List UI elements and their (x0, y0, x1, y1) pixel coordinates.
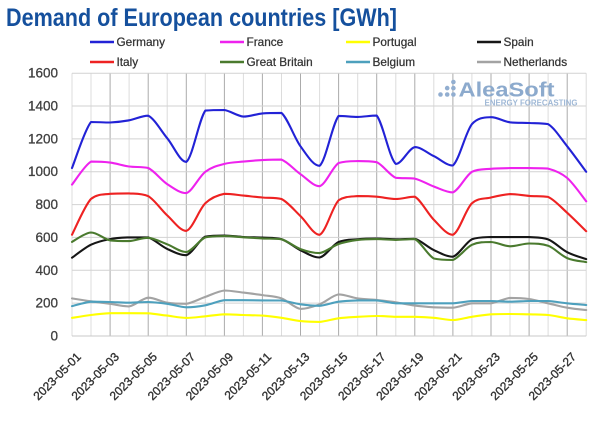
svg-text:200: 200 (35, 296, 58, 311)
svg-text:Italy: Italy (117, 55, 139, 69)
svg-text:800: 800 (35, 197, 58, 212)
svg-text:Portugal: Portugal (373, 35, 417, 49)
svg-text:0: 0 (50, 329, 58, 344)
svg-text:Germany: Germany (117, 35, 166, 49)
svg-text:1200: 1200 (28, 131, 58, 146)
svg-text:Demand of European countries [: Demand of European countries [GWh] (6, 4, 397, 32)
svg-text:France: France (247, 35, 284, 49)
svg-text:Spain: Spain (504, 35, 534, 49)
svg-text:ENERGY FORECASTING: ENERGY FORECASTING (485, 97, 578, 107)
svg-text:600: 600 (35, 230, 58, 245)
svg-text:Great Britain: Great Britain (247, 55, 313, 69)
svg-text:1400: 1400 (28, 99, 58, 114)
svg-text:400: 400 (35, 263, 58, 278)
svg-text:AleaSoft: AleaSoft (459, 80, 555, 102)
svg-text:Belgium: Belgium (373, 55, 416, 69)
svg-text:1600: 1600 (28, 66, 58, 81)
svg-text:1000: 1000 (28, 164, 58, 179)
svg-text:Netherlands: Netherlands (504, 55, 568, 69)
